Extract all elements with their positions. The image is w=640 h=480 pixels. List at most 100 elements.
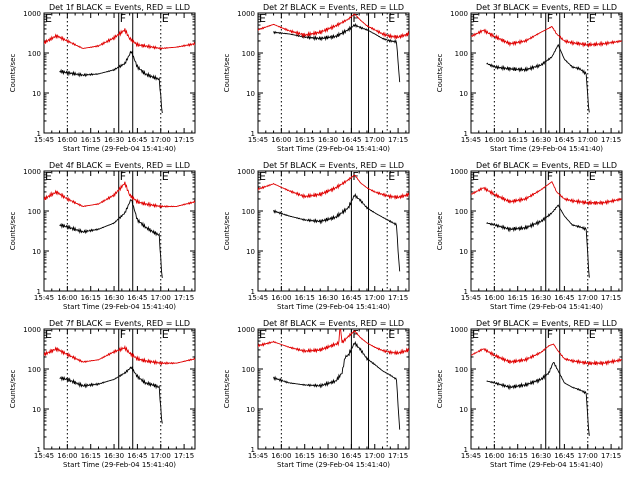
y-tick-label: 1000 [450,326,468,334]
chart-title: Det 3f BLACK = Events, RED = LLD [476,3,617,12]
plot-frame [470,170,623,292]
x-axis-label: Start Time (29-Feb-04 15:41:40) [63,303,176,311]
marker-letter: E [472,170,479,183]
chart-panel-9: Det 9f BLACK = Events, RED = LLD 1 10 100 10… [436,319,623,469]
x-tick-label: 16:15 [508,136,528,144]
y-axis-label: Counts/sec [223,54,231,93]
y-tick-label: 1 [37,446,41,454]
chart-title: Det 7f BLACK = Events, RED = LLD [49,319,190,328]
x-axis-label: Start Time (29-Feb-04 15:41:40) [490,145,603,153]
events-series-line [59,50,163,114]
x-tick-label: 15:45 [461,452,481,460]
marker-letter: E [259,170,266,183]
x-tick-label: 16:45 [341,452,361,460]
y-axis-label: Counts/sec [436,370,444,409]
y-tick-label: 100 [28,366,41,374]
y-tick-label: 1 [37,130,41,138]
events-series-line [273,22,401,83]
lld-series-line [258,13,409,41]
x-tick-label: 16:30 [318,452,338,460]
y-tick-label: 1 [251,288,255,296]
x-tick-label: 16:00 [57,452,77,460]
x-tick-label: 16:15 [295,452,315,460]
chart-panel-8: Det 8f BLACK = Events, RED = LLD 1 10 100 10… [223,319,410,469]
x-tick-label: 16:00 [484,136,504,144]
marker-letter: F [547,328,553,341]
y-tick-label: 10 [459,248,468,256]
x-axis-label: Start Time (29-Feb-04 15:41:40) [63,461,176,469]
plot-frame [43,328,196,450]
y-tick-label: 1 [464,288,468,296]
x-tick-label: 16:45 [127,294,147,302]
y-tick-label: 10 [246,248,255,256]
y-tick-label: 1000 [23,168,41,176]
chart-title: Det 9f BLACK = Events, RED = LLD [476,319,617,328]
x-tick-label: 15:45 [34,136,54,144]
chart-panel-7: Det 7f BLACK = Events, RED = LLD 1 10 100 10… [9,319,196,469]
y-tick-label: 1000 [237,10,255,18]
chart-title: Det 4f BLACK = Events, RED = LLD [49,161,190,170]
y-tick-label: 10 [246,90,255,98]
y-tick-label: 100 [28,50,41,58]
y-tick-label: 100 [242,208,255,216]
y-tick-label: 1000 [237,326,255,334]
events-series-line [273,192,401,272]
marker-letter: E [388,328,395,341]
chart-title: Det 8f BLACK = Events, RED = LLD [263,319,404,328]
x-tick-label: 17:00 [578,452,598,460]
x-tick-label: 16:30 [531,452,551,460]
y-tick-label: 10 [246,406,255,414]
x-tick-label: 17:00 [365,136,385,144]
chart-title: Det 2f BLACK = Events, RED = LLD [263,3,404,12]
x-tick-label: 15:45 [248,136,268,144]
x-tick-label: 16:45 [127,136,147,144]
x-axis-label: Start Time (29-Feb-04 15:41:40) [277,145,390,153]
x-tick-label: 16:15 [81,136,101,144]
chart-panel-3: Det 3f BLACK = Events, RED = LLD 1 10 100 10… [436,3,623,153]
marker-letter: F [547,12,553,25]
lld-series-line [258,174,409,200]
events-series-line [59,199,163,278]
x-tick-label: 17:15 [174,294,194,302]
x-tick-label: 16:30 [104,136,124,144]
marker-letter: E [162,328,169,341]
chart-panel-4: Det 4f BLACK = Events, RED = LLD 1 10 100 10… [9,161,196,311]
lld-series-line [44,181,195,209]
lld-series-line [258,329,409,356]
x-tick-label: 15:45 [461,136,481,144]
chart-panel-2: Det 2f BLACK = Events, RED = LLD 1 10 100 10… [223,3,410,153]
plot-frame [257,328,410,450]
marker-letter: E [45,328,52,341]
x-tick-label: 16:30 [531,136,551,144]
x-tick-label: 15:45 [461,294,481,302]
x-tick-label: 16:00 [484,452,504,460]
x-tick-label: 17:00 [151,452,171,460]
chart-panel-1: Det 1f BLACK = Events, RED = LLD 1 10 100 10… [9,3,196,153]
x-tick-label: 17:00 [578,294,598,302]
x-tick-label: 16:30 [104,294,124,302]
x-tick-label: 15:45 [34,452,54,460]
x-tick-label: 17:00 [578,136,598,144]
x-tick-label: 16:00 [484,294,504,302]
x-axis-label: Start Time (29-Feb-04 15:41:40) [277,461,390,469]
y-tick-label: 10 [32,90,41,98]
x-axis-label: Start Time (29-Feb-04 15:41:40) [277,303,390,311]
x-tick-label: 17:15 [174,452,194,460]
events-series-line [486,204,590,278]
x-axis-label: Start Time (29-Feb-04 15:41:40) [490,303,603,311]
x-tick-label: 15:45 [248,294,268,302]
x-tick-label: 16:15 [295,294,315,302]
y-tick-label: 10 [32,248,41,256]
x-tick-label: 16:45 [554,294,574,302]
y-tick-label: 1 [464,130,468,138]
marker-letter: E [589,12,596,25]
lld-series-line [471,343,622,367]
chart-title: Det 5f BLACK = Events, RED = LLD [263,161,404,170]
marker-letter: E [45,12,52,25]
x-tick-label: 17:15 [388,294,408,302]
x-tick-label: 17:00 [365,452,385,460]
y-tick-label: 100 [455,366,468,374]
marker-letter: F [352,12,358,25]
y-axis-label: Counts/sec [9,212,17,251]
